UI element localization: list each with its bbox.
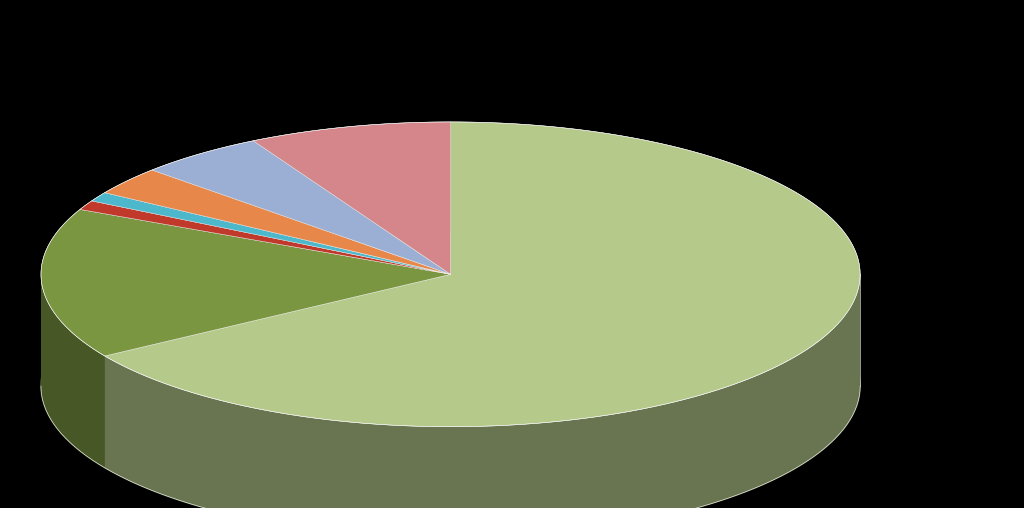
- Polygon shape: [104, 276, 860, 508]
- Polygon shape: [91, 193, 451, 274]
- Polygon shape: [104, 122, 860, 427]
- Polygon shape: [41, 275, 104, 468]
- Polygon shape: [104, 170, 451, 274]
- Polygon shape: [253, 122, 451, 274]
- Polygon shape: [80, 201, 451, 274]
- Polygon shape: [152, 141, 451, 274]
- Polygon shape: [41, 209, 451, 356]
- Polygon shape: [41, 234, 860, 508]
